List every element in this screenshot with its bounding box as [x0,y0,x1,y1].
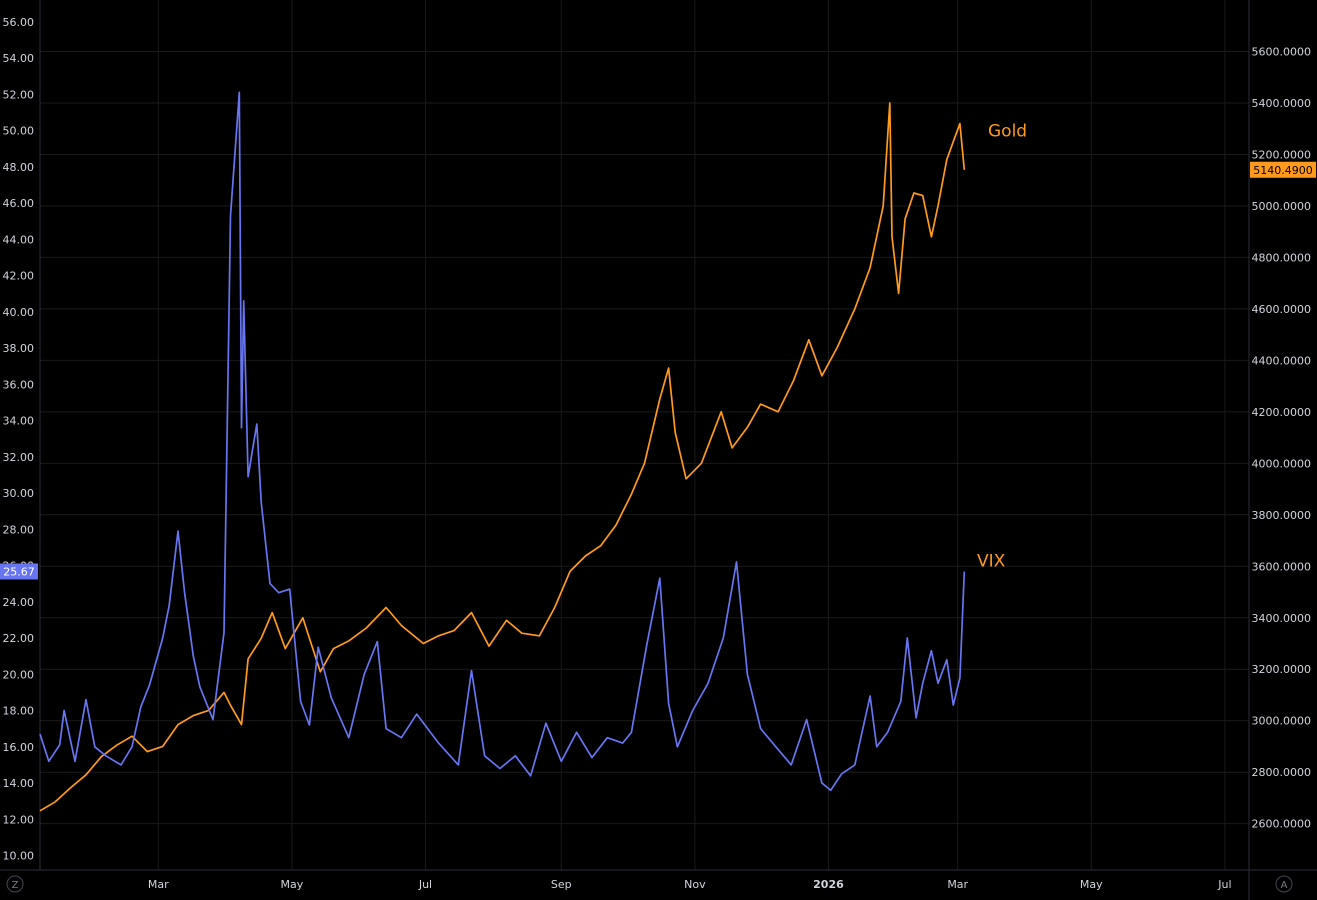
annotation-gold: Gold [988,121,1027,141]
left-axis-tick-label: 36.00 [3,378,35,391]
time-axis-tick-label: Jul [1217,878,1231,891]
annotation-vix: VIX [977,551,1006,571]
right-axis-tick-label: 5000.0000 [1252,200,1312,213]
right-axis-tick-label: 3000.0000 [1252,715,1312,728]
series-lines [39,91,966,812]
left-axis-tick-label: 38.00 [3,342,35,355]
last-price-label-gold: 5140.4900 [1253,164,1313,177]
time-axis-tick-label: May [281,878,304,891]
left-axis-tick-label: 44.00 [3,233,35,246]
right-axis-tick-label: 3800.0000 [1252,509,1312,522]
right-axis-tick-label: 5600.0000 [1252,45,1312,58]
right-axis-tick-label: 4200.0000 [1252,406,1312,419]
right-axis-tick-label: 2600.0000 [1252,818,1312,831]
left-axis-tick-label: 22.00 [3,632,35,645]
corner-right-label: A [1281,880,1288,891]
left-axis-tick-label: 34.00 [3,415,35,428]
left-axis-tick-label: 56.00 [3,16,35,29]
left-axis-tick-label: 32.00 [3,451,35,464]
left-axis-tick-label: 28.00 [3,523,35,536]
right-axis-tick-label: 3200.0000 [1252,663,1312,676]
corner-left-circle [6,875,24,893]
left-axis-tick-label: 24.00 [3,596,35,609]
left-axis-tick-label: 48.00 [3,161,35,174]
right-axis-tick-label: 2800.0000 [1252,766,1312,779]
annotations: Gold VIX [977,121,1027,571]
time-axis[interactable]: Mar May Jul Sep Nov 2026 Mar May Jul Z A [6,875,1293,893]
right-axis-tick-label: 4000.0000 [1252,457,1312,470]
corner-left-label: Z [12,880,19,891]
time-axis-tick-label: Jul [418,878,432,891]
left-axis-tick-label: 40.00 [3,306,35,319]
right-axis-tick-label: 3400.0000 [1252,612,1312,625]
left-axis-tick-label: 52.00 [3,88,35,101]
left-axis-tick-label: 46.00 [3,197,35,210]
left-axis-tick-label: 20.00 [3,668,35,681]
left-axis-tick-label: 14.00 [3,777,35,790]
last-price-badge-vix [0,563,38,580]
left-axis-tick-label: 30.00 [3,487,35,500]
left-axis-tick-label: 10.00 [3,850,35,863]
last-price-label-vix: 25.67 [3,565,35,578]
corner-right-circle [1275,875,1293,893]
time-axis-tick-label: Sep [551,878,572,891]
time-axis-tick-label: May [1080,878,1103,891]
time-axis-tick-label: Mar [947,878,968,891]
left-axis-tick-label: 50.00 [3,125,35,138]
series-line-gold [39,102,966,812]
left-price-axis[interactable]: 10.00 12.00 14.00 16.00 18.00 20.00 22.00 24.00… [0,16,38,863]
time-axis-tick-label: 2026 [813,878,844,891]
last-price-badge-gold [1250,161,1316,178]
time-axis-tick-label: Mar [148,878,169,891]
left-axis-tick-label: 54.00 [3,52,35,65]
right-axis-tick-label: 4800.0000 [1252,251,1312,264]
right-price-axis[interactable]: 2600.0000 2800.0000 3000.0000 3200.0000 3400… [1250,45,1316,831]
left-axis-tick-label: 16.00 [3,741,35,754]
right-axis-tick-label: 4600.0000 [1252,303,1312,316]
right-axis-tick-label: 3600.0000 [1252,560,1312,573]
left-axis-tick-label: 12.00 [3,813,35,826]
time-axis-tick-label: Nov [684,878,706,891]
left-axis-tick-label: 18.00 [3,705,35,718]
right-axis-tick-label: 5200.0000 [1252,148,1312,161]
left-axis-tick-label: 42.00 [3,270,35,283]
right-axis-tick-label: 4400.0000 [1252,354,1312,367]
series-line-vix [39,91,966,792]
right-axis-tick-label: 5400.0000 [1252,97,1312,110]
